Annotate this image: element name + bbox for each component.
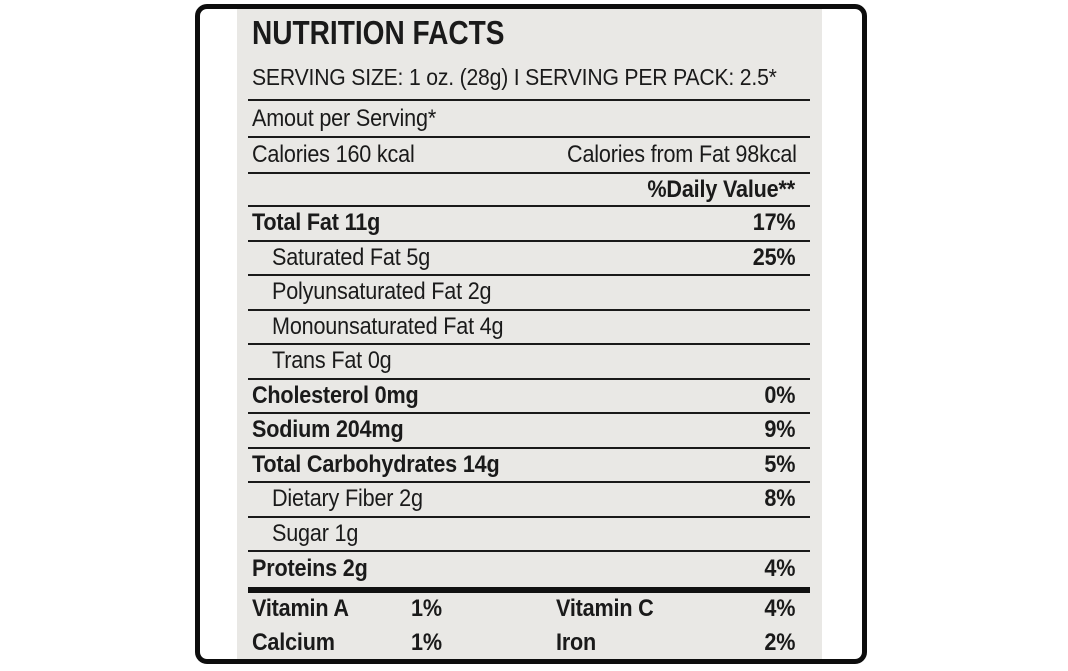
vitamin-row-2: Calcium 1% Iron 2% — [248, 626, 810, 659]
nutrient-row-cholesterol: Cholesterol 0mg 0% — [248, 380, 810, 414]
title-row: NUTRITION FACTS — [248, 9, 810, 56]
nutrient-row-trans-fat: Trans Fat 0g — [248, 345, 810, 380]
nutrient-percent: 9% — [764, 416, 795, 444]
nutrient-percent: 25% — [752, 243, 795, 271]
nutrient-label: Dietary Fiber 2g — [272, 485, 423, 513]
vitamin-row-1: Vitamin A 1% Vitamin C 4% — [248, 593, 810, 627]
nutrient-label: Cholesterol 0mg — [252, 381, 419, 409]
nutrient-label: Sugar 1g — [272, 519, 359, 547]
nutrient-row-saturated-fat: Saturated Fat 5g 25% — [248, 242, 810, 276]
nutrient-row-total-carbohydrates: Total Carbohydrates 14g 5% — [248, 449, 810, 483]
nutrient-label: Total Carbohydrates 14g — [252, 450, 500, 478]
nutrient-row-polyunsaturated-fat: Polyunsaturated Fat 2g — [248, 276, 810, 311]
vitamin-c-label: Vitamin C — [556, 595, 654, 623]
vitamin-c-value: 4% — [764, 595, 795, 623]
nutrient-label: Trans Fat 0g — [272, 347, 392, 375]
calories-from-fat-value: Calories from Fat 98kcal — [566, 141, 797, 168]
product-label-photo-frame: NUTRITION FACTS SERVING SIZE: 1 oz. (28g… — [195, 4, 867, 664]
nutrient-row-sodium: Sodium 204mg 9% — [248, 414, 810, 449]
amount-per-serving-text: Amout per Serving* — [252, 104, 437, 132]
nutrient-label: Monounsaturated Fat 4g — [272, 312, 504, 340]
nutrient-row-dietary-fiber: Dietary Fiber 2g 8% — [248, 483, 810, 518]
nutrient-percent: 0% — [764, 381, 795, 409]
nutrient-label: Saturated Fat 5g — [272, 243, 431, 271]
calories-value: Calories 160 kcal — [252, 141, 415, 168]
label-content: NUTRITION FACTS SERVING SIZE: 1 oz. (28g… — [248, 9, 810, 659]
nutrient-row-sugar: Sugar 1g — [248, 518, 810, 552]
nutrition-facts-label: NUTRITION FACTS SERVING SIZE: 1 oz. (28g… — [237, 9, 822, 659]
nutrient-row-monounsaturated-fat: Monounsaturated Fat 4g — [248, 311, 810, 345]
calories-row: Calories 160 kcal Calories from Fat 98kc… — [248, 138, 810, 174]
vitamin-a-label: Vitamin A — [252, 595, 349, 623]
nutrient-percent: 17% — [752, 209, 795, 237]
nutrient-percent: 8% — [764, 485, 795, 513]
section-divider-bar — [248, 586, 810, 593]
calcium-label: Calcium — [252, 628, 335, 656]
nutrient-percent: 5% — [764, 450, 795, 478]
nutrient-label: Total Fat 11g — [252, 209, 381, 237]
daily-value-header-row: %Daily Value** — [248, 174, 810, 207]
nutrient-percent: 4% — [764, 555, 795, 583]
serving-size-row: SERVING SIZE: 1 oz. (28g) I SERVING PER … — [248, 56, 810, 101]
nutrient-label: Proteins 2g — [252, 555, 368, 583]
nutrient-label: Sodium 204mg — [252, 416, 404, 444]
calcium-value: 1% — [411, 628, 442, 656]
iron-label: Iron — [556, 628, 597, 656]
amount-per-serving-row: Amout per Serving* — [248, 101, 810, 138]
daily-value-header: %Daily Value** — [647, 175, 795, 203]
vitamin-a-value: 1% — [411, 595, 442, 623]
iron-value: 2% — [764, 628, 795, 656]
nutrient-row-proteins: Proteins 2g 4% — [248, 552, 810, 587]
nutrient-label: Polyunsaturated Fat 2g — [272, 278, 492, 306]
nutrition-facts-title: NUTRITION FACTS — [252, 14, 505, 51]
serving-size-text: SERVING SIZE: 1 oz. (28g) I SERVING PER … — [252, 64, 777, 90]
nutrient-row-total-fat: Total Fat 11g 17% — [248, 207, 810, 242]
